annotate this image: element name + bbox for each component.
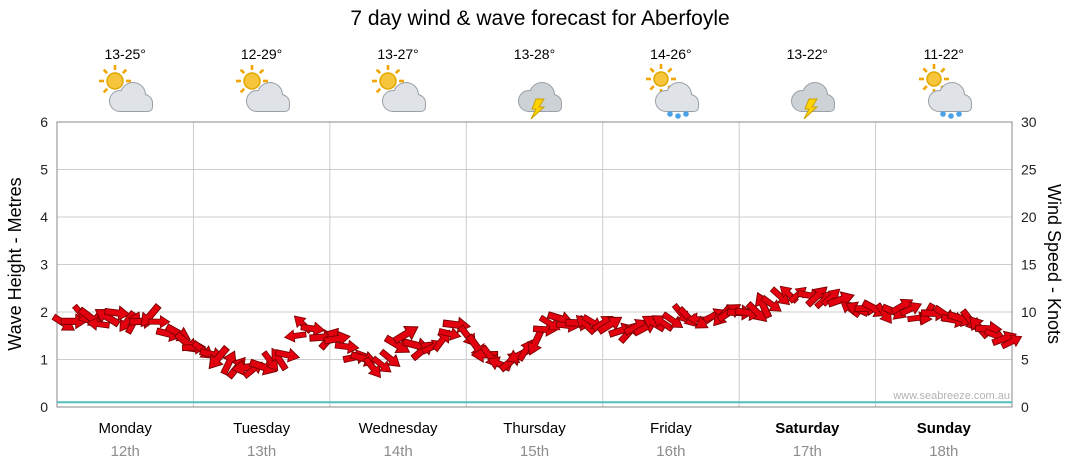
day-temp-range: 14-26° bbox=[650, 46, 692, 62]
left-tick-label: 4 bbox=[40, 209, 48, 225]
day-temp-range: 13-27° bbox=[377, 46, 419, 62]
wind-arrow bbox=[760, 294, 782, 312]
wind-arrow bbox=[527, 329, 544, 356]
chart-title: 7 day wind & wave forecast for Aberfoyle bbox=[350, 7, 730, 30]
day-name: Monday bbox=[98, 420, 152, 437]
wind-arrow bbox=[300, 321, 326, 337]
wind-arrow bbox=[334, 339, 360, 355]
right-tick-label: 15 bbox=[1021, 257, 1037, 273]
wind-arrow bbox=[208, 344, 230, 370]
wind-arrow bbox=[899, 301, 923, 317]
day-temp-range: 12-29° bbox=[240, 46, 283, 62]
wind-arrow bbox=[119, 309, 137, 333]
day-weather-icon bbox=[193, 64, 329, 120]
partly-cloudy-icon bbox=[372, 65, 427, 112]
day-date: 16th bbox=[656, 443, 686, 460]
day-weather-icon bbox=[57, 64, 193, 120]
thunderstorm-icon bbox=[791, 82, 836, 120]
wind-arrow bbox=[661, 311, 684, 328]
left-tick-label: 6 bbox=[40, 114, 48, 130]
day-temp-range: 13-22° bbox=[786, 46, 828, 62]
left-tick-label: 3 bbox=[40, 257, 48, 273]
wind-arrow bbox=[821, 288, 841, 307]
right-tick-label: 10 bbox=[1021, 304, 1037, 320]
wind-arrow bbox=[1000, 335, 1023, 350]
day-weather-icon bbox=[603, 64, 739, 120]
left-tick-label: 5 bbox=[40, 162, 48, 178]
wind-arrow bbox=[745, 301, 768, 323]
day-date: 13th bbox=[246, 443, 277, 460]
wind-arrow bbox=[323, 330, 351, 347]
wind-arrow bbox=[379, 348, 401, 367]
day-date: 17th bbox=[792, 443, 822, 460]
day-date: 14th bbox=[383, 443, 413, 460]
wind-arrow bbox=[392, 325, 419, 345]
day-weather-icon bbox=[330, 64, 466, 120]
day-name: Tuesday bbox=[233, 420, 291, 437]
day-name: Friday bbox=[650, 420, 692, 437]
wind-arrow bbox=[147, 314, 171, 329]
right-tick-label: 25 bbox=[1021, 162, 1037, 178]
wind-arrow bbox=[103, 305, 131, 321]
wind-arrow bbox=[890, 298, 914, 315]
day-weather-icon bbox=[876, 64, 1012, 120]
right-tick-label: 0 bbox=[1021, 399, 1029, 415]
right-tick-label: 30 bbox=[1021, 114, 1037, 130]
wind-arrow bbox=[274, 347, 301, 363]
day-date: 15th bbox=[519, 443, 550, 460]
left-tick-label: 2 bbox=[40, 304, 48, 320]
wind-arrow bbox=[438, 327, 462, 341]
day-name: Sunday bbox=[916, 420, 971, 437]
right-tick-label: 5 bbox=[1021, 352, 1029, 368]
day-temp-range: 11-22° bbox=[923, 46, 964, 62]
left-tick-label: 1 bbox=[40, 352, 48, 368]
wind-arrow bbox=[86, 317, 110, 331]
plot-border bbox=[56, 121, 1013, 408]
day-date: 12th bbox=[110, 443, 140, 460]
wind-arrow bbox=[596, 316, 623, 335]
day-temp-range: 13-25° bbox=[104, 46, 146, 62]
wind-arrow bbox=[261, 350, 279, 372]
wind-arrow-band bbox=[51, 285, 1023, 380]
day-name: Thursday bbox=[503, 420, 566, 437]
left-tick-label: 0 bbox=[40, 399, 48, 415]
sun-showers-icon bbox=[918, 64, 972, 119]
wind-arrow bbox=[220, 350, 237, 376]
day-date: 18th bbox=[929, 443, 959, 460]
thunderstorm-icon bbox=[518, 82, 563, 120]
day-temp-range: 13-28° bbox=[513, 46, 556, 62]
partly-cloudy-icon bbox=[99, 65, 154, 112]
day-name: Saturday bbox=[775, 420, 840, 437]
day-weather-icon bbox=[739, 64, 875, 120]
wind-arrow bbox=[538, 314, 561, 331]
day-name: Wednesday bbox=[358, 420, 438, 437]
right-tick-label: 20 bbox=[1021, 209, 1037, 225]
wind-arrow bbox=[283, 329, 307, 343]
watermark: www.seabreeze.com.au bbox=[893, 390, 1010, 402]
wind-arrow bbox=[371, 355, 392, 373]
sun-showers-icon bbox=[645, 64, 699, 119]
partly-cloudy-icon bbox=[235, 65, 290, 112]
day-weather-icon bbox=[466, 64, 602, 120]
wind-arrow bbox=[362, 356, 381, 379]
